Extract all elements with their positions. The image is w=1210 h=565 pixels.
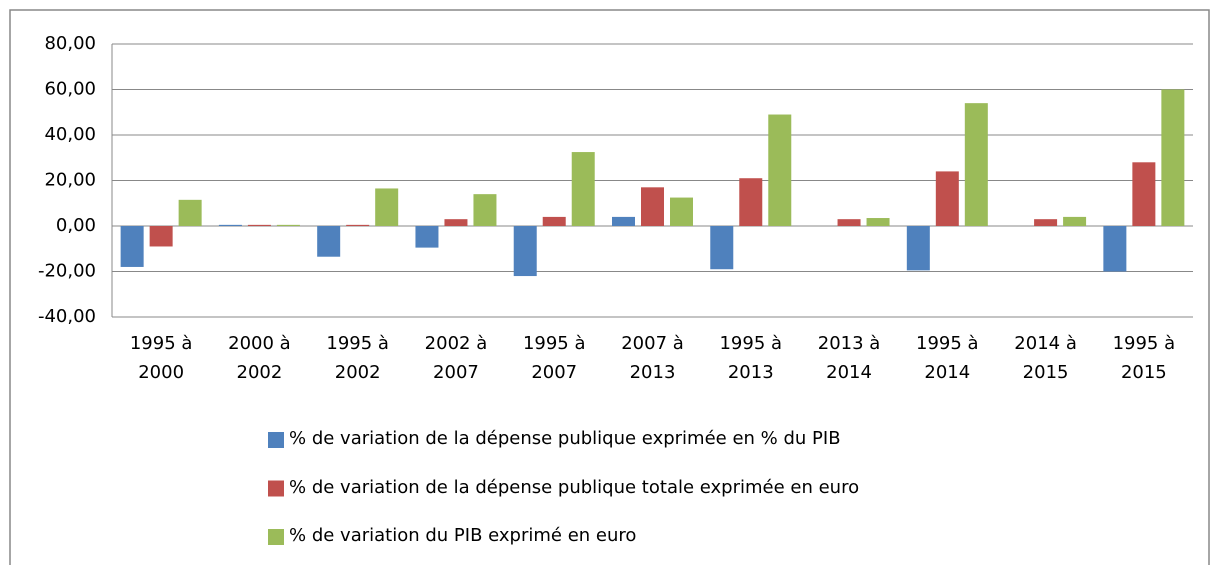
bar xyxy=(1161,89,1185,226)
x-tick-label: 2000 à 2002 xyxy=(228,333,291,383)
x-tick-label: 2002 à 2007 xyxy=(424,333,488,383)
bar xyxy=(866,218,890,226)
x-tick-label: 1995 à 2002 xyxy=(326,333,389,383)
legend-label: % de variation de la dépense publique to… xyxy=(289,476,860,498)
legend-swatch xyxy=(268,432,284,448)
bar xyxy=(710,226,734,270)
bar xyxy=(120,226,144,267)
bar xyxy=(641,187,664,226)
bar xyxy=(276,224,300,226)
legend-swatch xyxy=(268,480,284,497)
bar xyxy=(964,103,988,226)
bar xyxy=(571,152,595,226)
y-tick-label: 20,00 xyxy=(44,170,96,191)
bar xyxy=(1034,219,1058,226)
bar xyxy=(1063,216,1087,226)
bar xyxy=(178,199,202,226)
bar xyxy=(768,114,792,226)
x-tick-label: 2007 à 2013 xyxy=(621,333,684,383)
bar xyxy=(612,216,635,226)
bar xyxy=(375,188,399,226)
x-tick-label: 2013 à 2014 xyxy=(817,333,881,383)
y-tick-label: -20,00 xyxy=(38,261,96,282)
x-tick-label: 1995 à 2015 xyxy=(1112,333,1176,383)
y-tick-label: 60,00 xyxy=(44,79,96,100)
bar xyxy=(837,219,861,226)
y-tick-label: -40,00 xyxy=(38,306,96,327)
y-tick-label: 40,00 xyxy=(44,124,96,145)
bar xyxy=(935,171,959,226)
y-tick-label: 0,00 xyxy=(56,215,96,236)
x-tick-label: 2014 à 2015 xyxy=(1014,333,1077,383)
bar xyxy=(1103,226,1127,272)
bar xyxy=(473,194,497,226)
bar xyxy=(670,197,693,226)
bar xyxy=(906,226,930,271)
bar xyxy=(542,216,566,226)
legend-swatch xyxy=(268,529,284,545)
bar xyxy=(1132,162,1156,226)
legend-label: % de variation du PIB exprimé en euro xyxy=(289,525,637,546)
bar xyxy=(513,226,537,277)
x-tick-label: 1995 à 2014 xyxy=(916,333,979,383)
bar xyxy=(739,178,763,226)
bar xyxy=(444,219,468,226)
x-tick-label: 1995 à 2000 xyxy=(129,333,193,383)
bar xyxy=(149,226,173,247)
bar xyxy=(415,226,439,248)
bar xyxy=(346,224,370,226)
legend-label: % de variation de la dépense publique ex… xyxy=(289,428,841,449)
bar xyxy=(218,224,242,226)
y-tick-label: 80,00 xyxy=(44,33,96,54)
bar xyxy=(247,224,271,226)
chart-border xyxy=(9,9,1210,565)
x-tick-label: 1995 à 2013 xyxy=(719,333,783,383)
bar xyxy=(317,226,341,257)
x-tick-label: 1995 à 2007 xyxy=(522,333,586,383)
